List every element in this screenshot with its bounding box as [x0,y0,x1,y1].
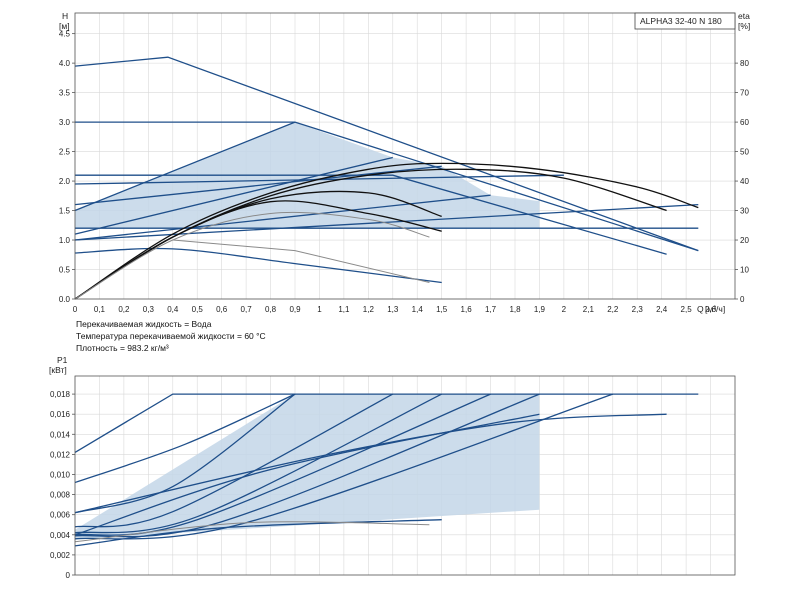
flow-tick-label: 1,9 [534,305,546,314]
note-temperature: Температура перекачиваемой жидкости = 60… [76,331,266,341]
head-flow-plot: 0.00.51.01.52.02.53.03.54.04.5 010203040… [59,11,750,314]
flow-tick-label: 2,5 [681,305,693,314]
flow-tick-label: 1 [317,305,322,314]
head-series-efficiency-thin [172,239,430,283]
flow-tick-label: 2,4 [656,305,668,314]
power-plot-frame [74,375,736,576]
power-series-power [74,393,296,514]
efficiency-tick-label: 60 [740,118,749,127]
flow-tick-label: 2,3 [632,305,644,314]
head-axis-unit: [м] [59,21,70,31]
power-tick-label: 0,014 [50,430,71,439]
flow-tick-label: 0,2 [118,305,130,314]
power-tick-label: 0 [66,571,71,580]
flow-tick-label: 2 [562,305,567,314]
flow-tick-label: 0,6 [216,305,228,314]
flow-tick-label: 0,3 [143,305,155,314]
flow-tick-label: 1,1 [338,305,350,314]
power-tick-label: 0,004 [50,531,71,540]
power-tick-label: 0,012 [50,450,71,459]
flow-tick-label: 1,4 [412,305,424,314]
flow-tick-label: 1,2 [363,305,375,314]
flow-tick-label: 0,8 [265,305,277,314]
head-tick-label: 4.5 [59,30,71,39]
flow-tick-label: 2,1 [583,305,595,314]
flow-tick-label: 0,4 [167,305,179,314]
fluid-notes: Перекачиваемая жидкость = Вода Температу… [76,319,266,353]
flow-tick-label: 2,6 [705,305,717,314]
efficiency-axis-unit: [%] [738,21,750,31]
flow-tick-label: 0 [73,305,78,314]
head-series-efficiency [74,162,699,300]
flow-tick-label: 1,8 [509,305,521,314]
flow-tick-label: 0,5 [192,305,204,314]
head-tick-label: 2.0 [59,177,71,186]
efficiency-tick-label: 40 [740,177,749,186]
head-tick-label: 3.0 [59,118,71,127]
flow-tick-label: 1,3 [387,305,399,314]
efficiency-axis-label: eta [738,11,750,21]
efficiency-tick-label: 30 [740,207,749,216]
head-axis-label: H [62,11,68,21]
power-series-power [74,393,296,484]
efficiency-tick-label: 20 [740,236,749,245]
flow-tick-label: 1,7 [485,305,497,314]
head-series-efficiency-thin [74,211,430,300]
power-tick-label: 0,010 [50,470,71,479]
flow-axis-label: Q [697,304,704,314]
efficiency-tick-label: 80 [740,59,749,68]
flow-tick-label: 0,7 [241,305,253,314]
note-density: Плотность = 983.2 кг/м³ [76,343,169,353]
head-series-curve [74,247,442,284]
power-operating-area [75,394,540,540]
efficiency-tick-label: 0 [740,295,745,304]
flow-tick-label: 2,2 [607,305,619,314]
head-plot-frame [74,12,736,300]
head-series-curve [74,56,699,252]
power-axis-label: P1 [57,355,68,365]
power-series-power [74,519,442,547]
head-tick-label: 3.5 [59,89,71,98]
power-axis-unit: [кВт] [49,365,67,375]
head-series-curve [74,121,296,212]
head-tick-label: 0.0 [59,295,71,304]
head-tick-label: 1.5 [59,207,71,216]
power-tick-label: 0,002 [50,551,71,560]
flow-tick-label: 1,6 [461,305,473,314]
flow-tick-label: 1,5 [436,305,448,314]
power-tick-label: 0,018 [50,390,71,399]
head-tick-label: 1.0 [59,236,71,245]
head-tick-label: 0.5 [59,266,71,275]
power-flow-plot: 0 0,002 0,004 0,006 0,008 0,010 0,012 0,014 0,01… [49,355,736,580]
head-series-curve [74,165,442,206]
power-series-power [74,393,442,534]
head-series-curve [74,156,393,235]
pump-model-box [634,12,736,30]
pump-model-label: ALPHA3 32-40 N 180 [640,16,722,26]
power-tick-label: 0,016 [50,410,71,419]
power-series-power [74,393,699,453]
head-series-curve [74,194,491,241]
power-tick-label: 0,008 [50,491,71,500]
note-fluid: Перекачиваемая жидкость = Вода [76,319,212,329]
power-series-power [74,393,491,536]
flow-axis-unit: [м³/ч] [705,304,725,314]
head-tick-label: 2.5 [59,148,71,157]
power-series-power-thin [74,521,430,543]
power-series-power [74,413,667,514]
efficiency-tick-label: 10 [740,266,749,275]
head-series-efficiency [74,200,442,300]
flow-tick-label: 0,9 [289,305,301,314]
flow-tick-label: 0,1 [94,305,106,314]
power-series-power [74,413,540,536]
power-tick-label: 0,006 [50,511,71,520]
head-tick-label: 4.0 [59,59,71,68]
efficiency-tick-label: 70 [740,89,749,98]
efficiency-tick-label: 50 [740,148,749,157]
